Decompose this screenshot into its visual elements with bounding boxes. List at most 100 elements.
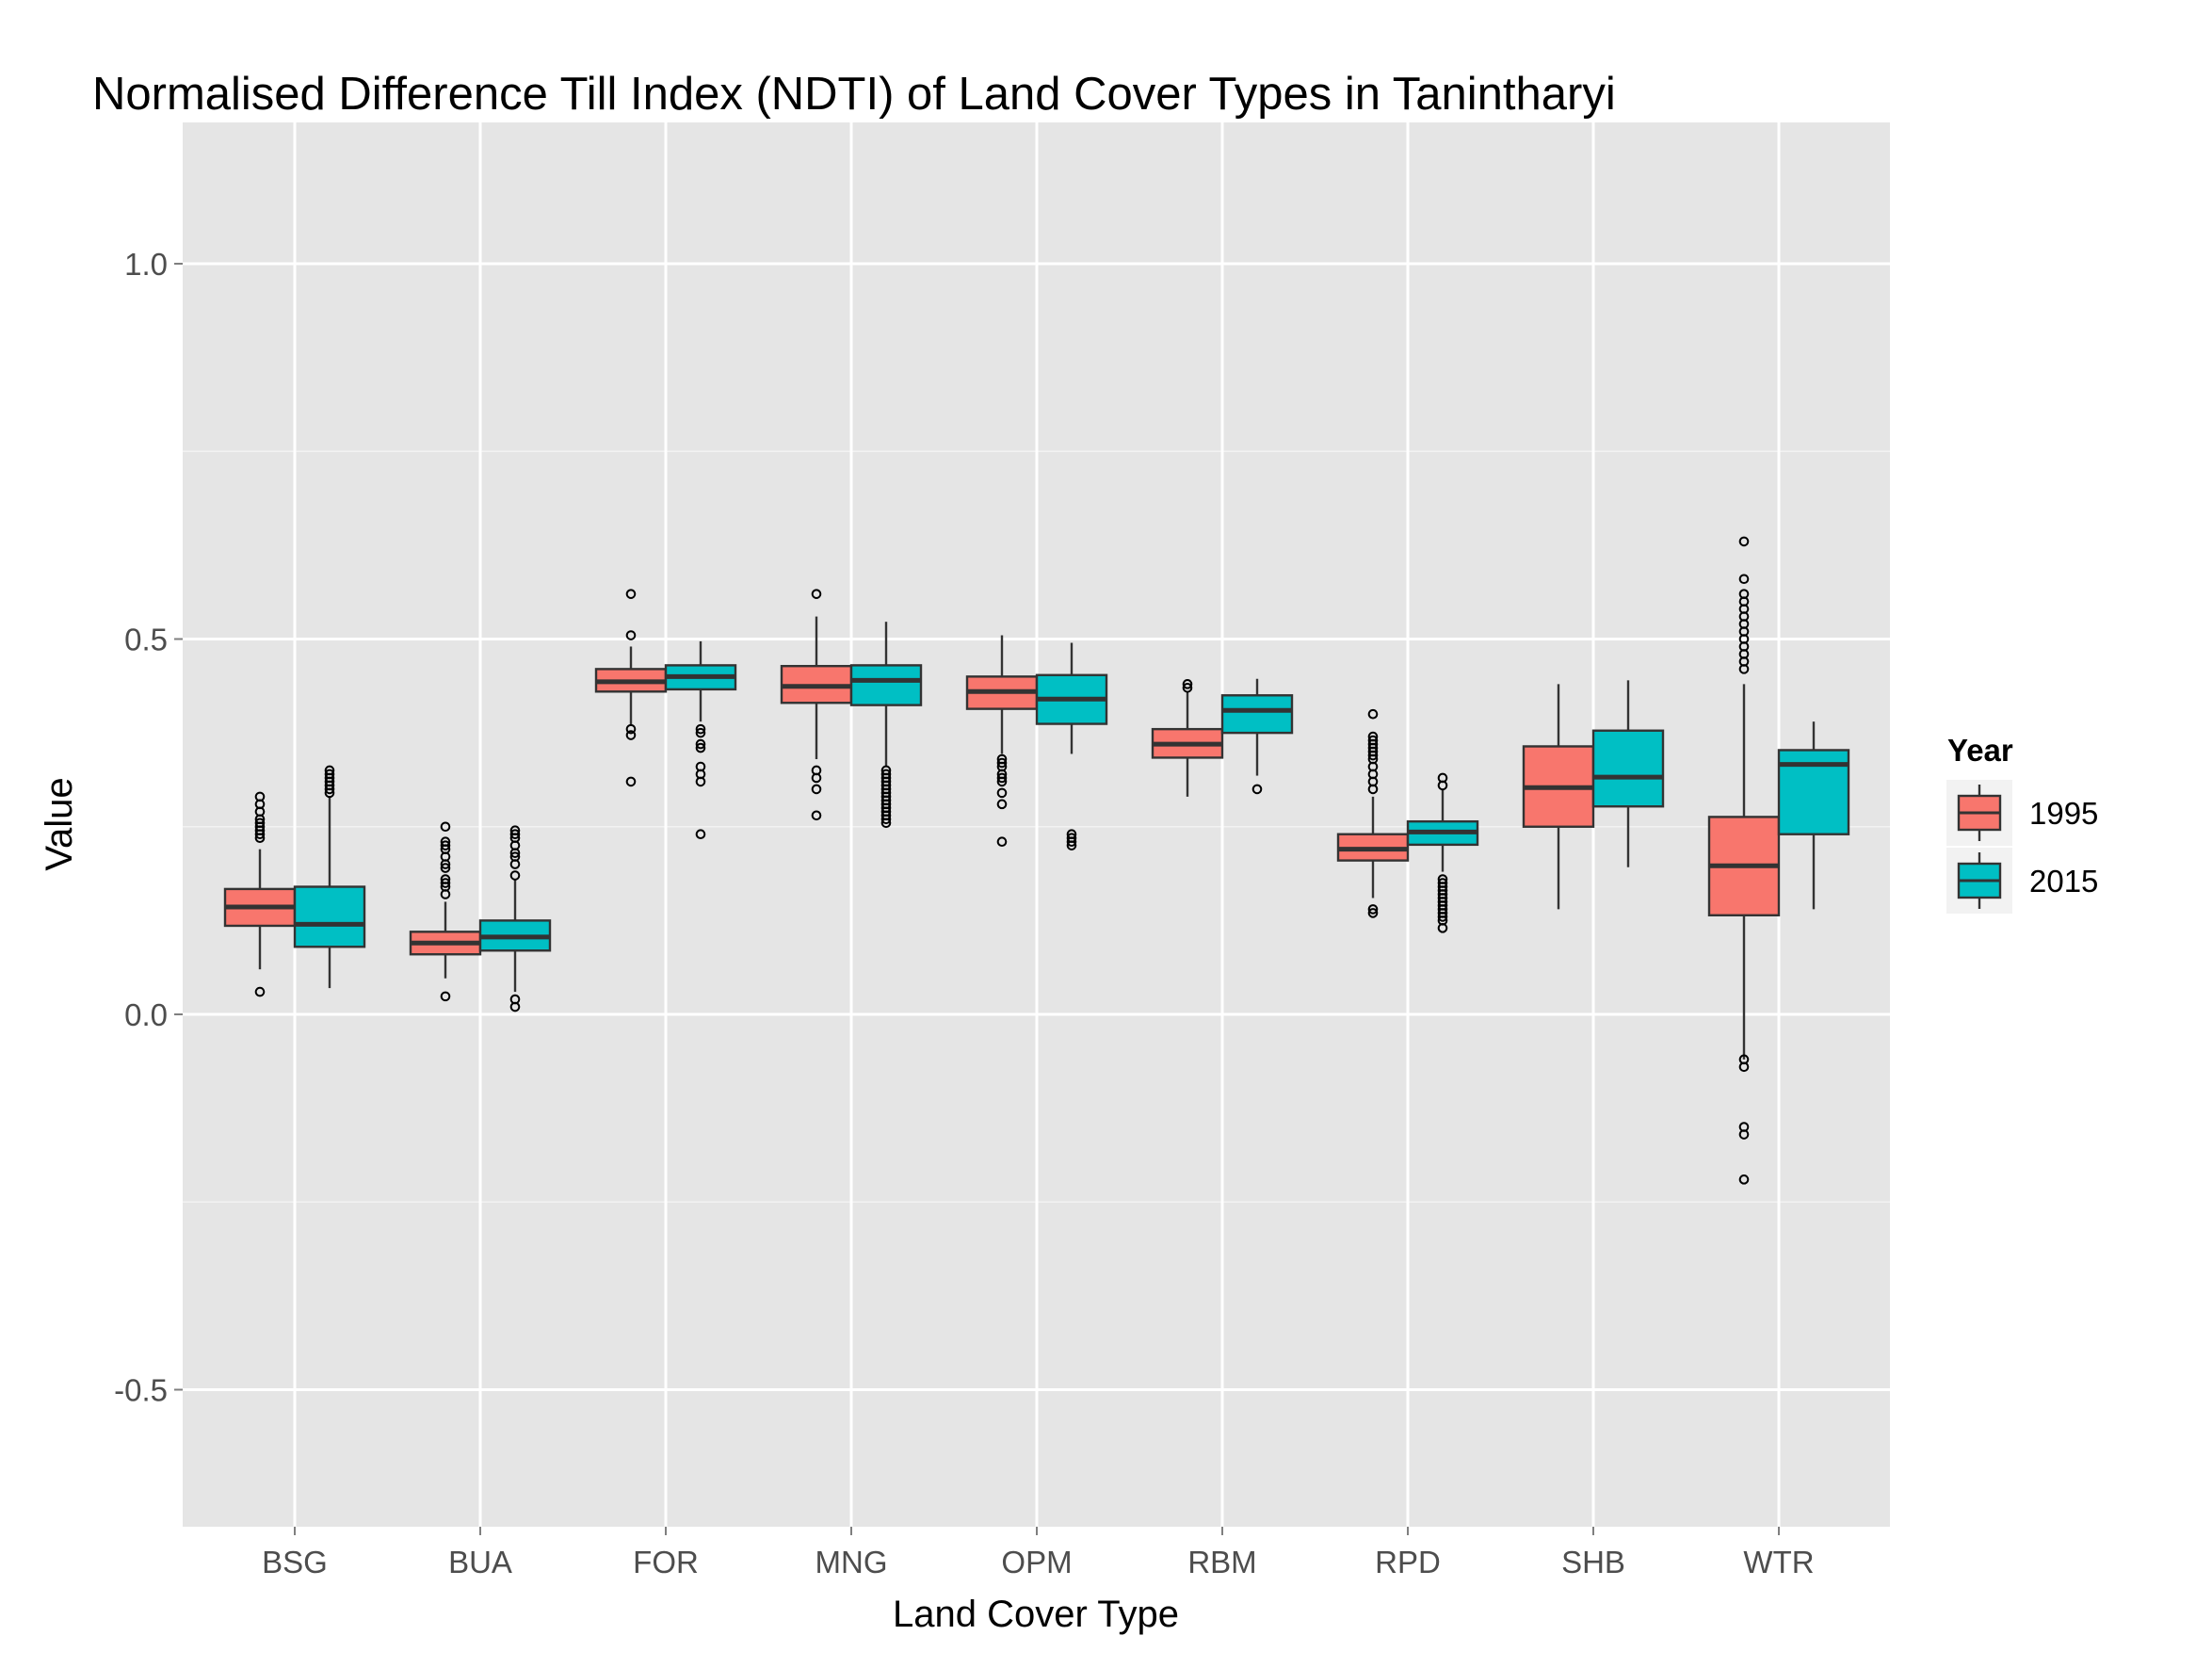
outlier-point <box>811 784 822 795</box>
outlier-point <box>695 738 706 750</box>
outlier-point <box>440 863 451 873</box>
box-FOR-1995 <box>594 589 668 787</box>
x-tick-label: MNG <box>815 1545 888 1579</box>
box-BSG-2015 <box>293 765 366 989</box>
box-RBM-2015 <box>1220 678 1294 795</box>
outlier-point <box>996 753 1008 765</box>
outlier-point <box>695 723 706 735</box>
outlier-point <box>1738 574 1750 585</box>
box-WTR-2015 <box>1777 721 1850 910</box>
box-MNG-1995 <box>780 589 853 821</box>
outlier-point <box>1367 908 1379 918</box>
outlier-point <box>996 799 1008 810</box>
box-MNG-2015 <box>849 622 923 829</box>
outlier-point <box>254 986 266 997</box>
box-WTR-1995 <box>1707 536 1781 1185</box>
chart-title: Normalised Difference Till Index (NDTI) … <box>92 69 1616 120</box>
outlier-point <box>1738 589 1750 599</box>
outlier-point <box>509 870 521 881</box>
box-BUA-1995 <box>409 821 482 1002</box>
outlier-point <box>440 874 451 884</box>
outlier-point <box>1437 772 1448 784</box>
outlier-point <box>880 769 892 780</box>
outlier-point <box>695 761 706 772</box>
outlier-point <box>625 589 637 599</box>
outlier-point <box>440 840 451 850</box>
boxplots <box>223 536 1850 1185</box>
outlier-point <box>1367 708 1379 720</box>
outlier-point <box>996 757 1008 769</box>
x-tick-label: RPD <box>1375 1545 1441 1579</box>
outlier-point <box>1437 878 1448 888</box>
box-FOR-2015 <box>664 640 737 840</box>
y-tick-label: -0.5 <box>114 1373 168 1408</box>
outlier-point <box>324 765 335 776</box>
outlier-point <box>811 589 822 599</box>
outlier-point <box>324 769 335 780</box>
outlier-point <box>1738 1054 1750 1065</box>
outlier-point <box>509 851 521 862</box>
outlier-point <box>695 829 706 840</box>
y-axis: -0.5 0.0 0.5 1.0 <box>114 247 183 1408</box>
y-tick-label: 1.0 <box>124 247 168 282</box>
outlier-point <box>1367 735 1379 746</box>
x-tick-label: RBM <box>1187 1545 1256 1579</box>
box-SHB-1995 <box>1522 684 1595 910</box>
outlier-point <box>811 765 822 776</box>
outlier-point <box>1367 904 1379 915</box>
outlier-point <box>695 742 706 753</box>
outlier-point <box>625 630 637 640</box>
x-axis-title: Land Cover Type <box>893 1594 1179 1635</box>
outlier-point <box>1182 679 1193 689</box>
x-tick-label: SHB <box>1561 1545 1625 1579</box>
x-tick-label: WTR <box>1743 1545 1814 1579</box>
outlier-point <box>440 878 451 888</box>
box-RPD-2015 <box>1406 772 1479 933</box>
x-tick-label: BSG <box>262 1545 328 1579</box>
outlier-point <box>625 776 637 787</box>
box-BSG-1995 <box>223 791 297 997</box>
x-tick-label: BUA <box>448 1545 512 1579</box>
y-axis-title: Value <box>39 777 80 870</box>
outlier-point <box>695 727 706 738</box>
outlier-point <box>625 730 637 740</box>
box-OPM-2015 <box>1035 642 1108 850</box>
outlier-point <box>1738 536 1750 547</box>
box-RPD-1995 <box>1336 708 1410 918</box>
outlier-point <box>1251 784 1263 795</box>
box-body <box>1220 694 1294 735</box>
x-tick-label: OPM <box>1001 1545 1072 1579</box>
outlier-point <box>440 836 451 847</box>
outlier-point <box>1738 1122 1750 1132</box>
outlier-point <box>996 836 1008 847</box>
outlier-point <box>440 991 451 1002</box>
legend-title: Year <box>1947 733 2013 768</box>
outlier-point <box>1066 833 1077 844</box>
outlier-point <box>1437 874 1448 884</box>
outlier-point <box>254 791 266 802</box>
legend-item-2015: 2015 <box>1945 846 2098 915</box>
y-tick-label: 0.0 <box>124 997 168 1032</box>
outlier-point <box>254 818 266 829</box>
x-axis: BSG BUA FOR MNG OPM RBM RPD SHB WTR <box>262 1527 1815 1579</box>
legend-label: 1995 <box>2029 796 2098 831</box>
box-body <box>293 885 366 948</box>
outlier-point <box>996 772 1008 784</box>
legend-item-1995: 1995 <box>1945 778 2098 848</box>
x-tick-label: FOR <box>633 1545 699 1579</box>
box-body <box>849 664 923 706</box>
outlier-point <box>440 821 451 833</box>
box-SHB-2015 <box>1591 680 1665 867</box>
outlier-point <box>1738 1174 1750 1185</box>
outlier-point <box>1182 683 1193 693</box>
outlier-point <box>1367 731 1379 742</box>
outlier-point <box>880 765 892 776</box>
legend-label: 2015 <box>2029 864 2098 899</box>
box-BUA-2015 <box>478 825 552 1012</box>
outlier-point <box>509 825 521 836</box>
legend: Year 1995 2015 <box>1945 733 2098 915</box>
outlier-point <box>1066 829 1077 840</box>
y-tick-label: 0.5 <box>124 623 168 657</box>
box-RBM-1995 <box>1151 679 1224 797</box>
